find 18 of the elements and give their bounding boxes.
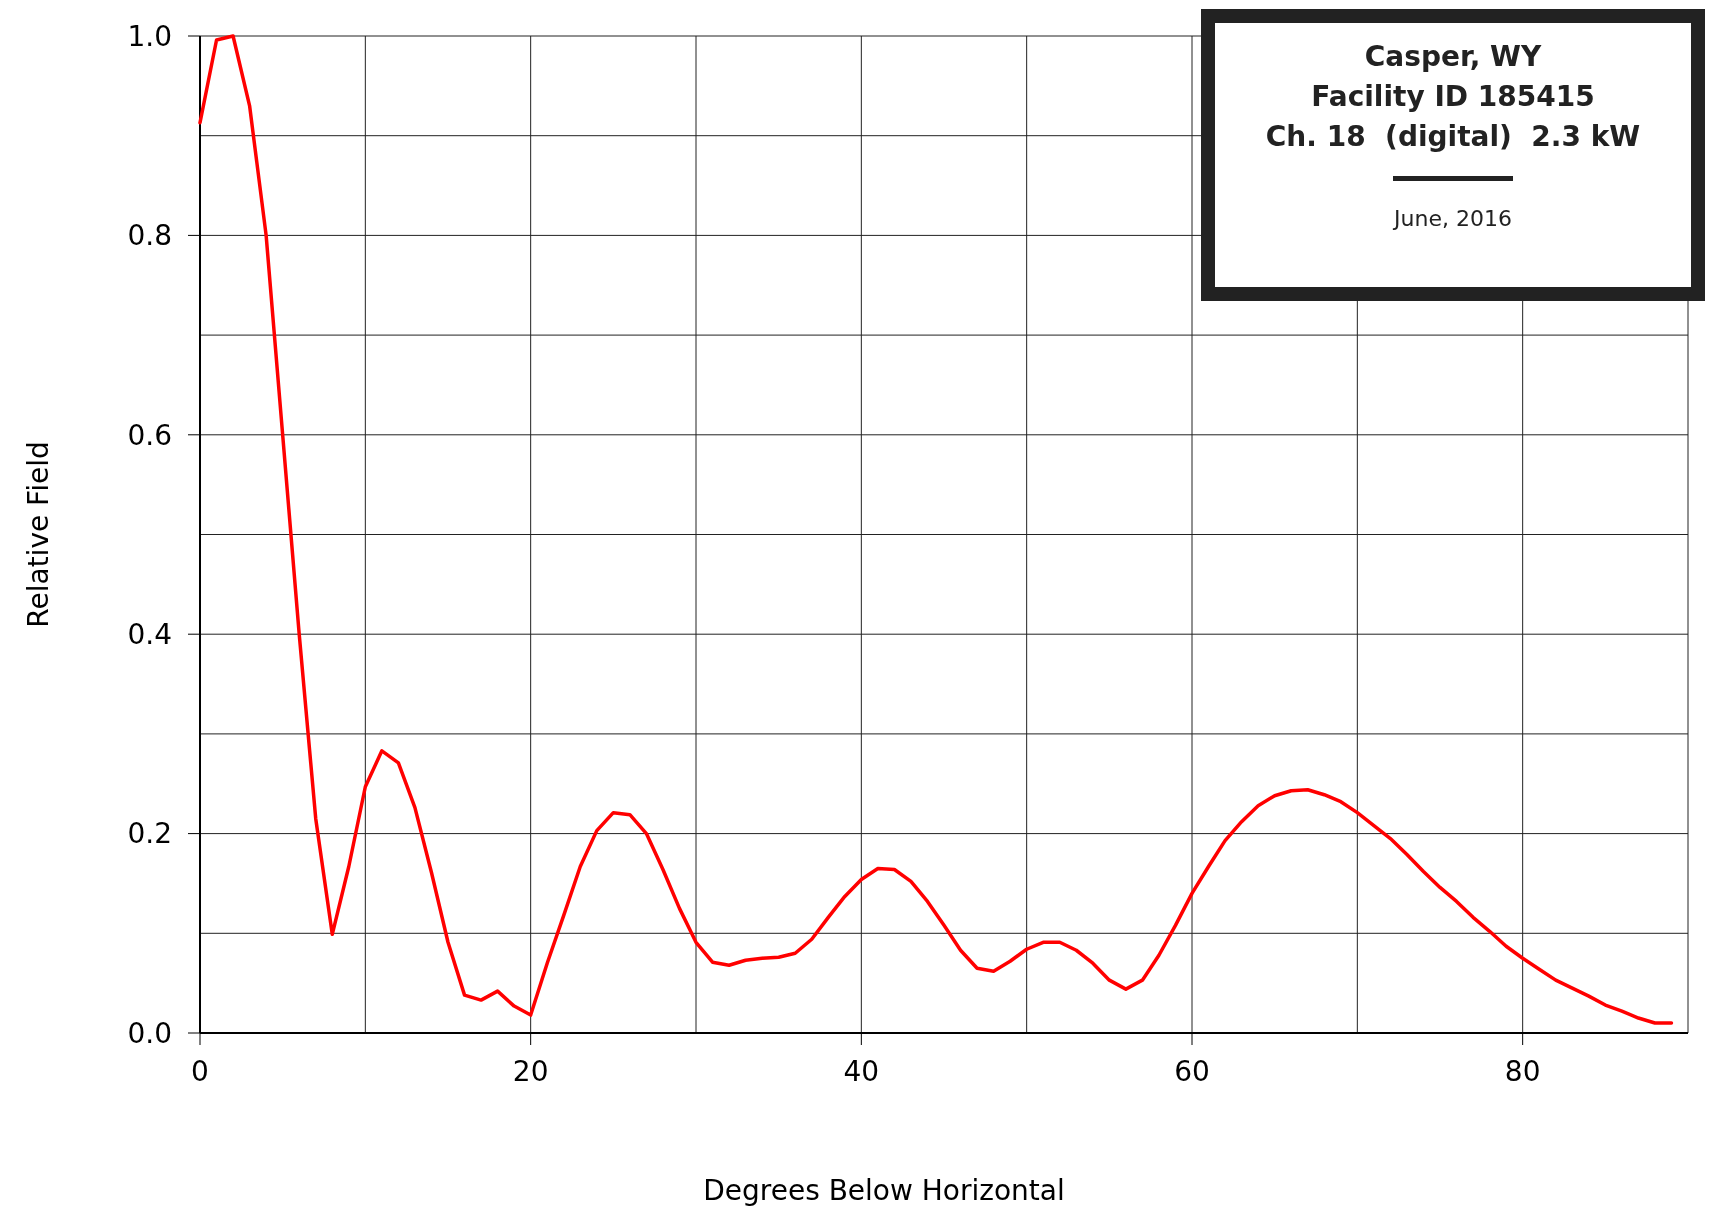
annotation: Ch. 18 (digital) 2.3 kW bbox=[1265, 120, 1641, 153]
line-series bbox=[198, 34, 1674, 1025]
annotation: June, 2016 bbox=[1392, 206, 1512, 231]
x-tick-label: 20 bbox=[512, 1055, 549, 1088]
x-tick-label: 80 bbox=[1504, 1055, 1541, 1088]
annotation: Facility ID 185415 bbox=[1311, 80, 1595, 113]
y-tick-label: 0.2 bbox=[127, 817, 172, 851]
x-axis-title: Degrees Below Horizontal bbox=[703, 1174, 1065, 1207]
annotation: Casper, WY bbox=[1364, 40, 1542, 73]
y-tick-label: 1.0 bbox=[127, 19, 172, 53]
y-tick-label: 0.8 bbox=[127, 219, 172, 253]
x-tick-label: 40 bbox=[843, 1055, 880, 1088]
x-tick-label: 0 bbox=[191, 1055, 209, 1088]
y-axis-title: Relative Field bbox=[22, 441, 55, 628]
y-tick-label: 0.0 bbox=[127, 1016, 172, 1050]
y-tick-label: 0.4 bbox=[127, 618, 172, 651]
x-tick-label: 60 bbox=[1174, 1055, 1210, 1088]
y-tick-label: 0.6 bbox=[127, 418, 172, 452]
